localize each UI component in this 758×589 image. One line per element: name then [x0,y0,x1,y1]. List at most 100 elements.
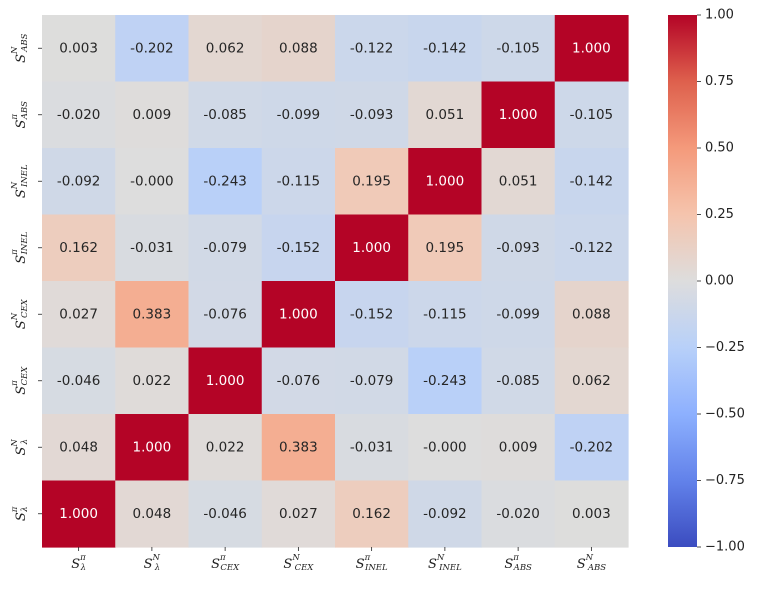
tick-label-base: S [14,189,29,198]
heatmap-cell [335,281,409,349]
tick-label-base: S [14,320,29,329]
cell-value-label: 0.048 [59,439,98,455]
heatmap-cell [261,15,336,83]
heatmap-cell [481,214,556,282]
cell-value-label: -0.000 [423,439,467,455]
heatmap-cell [115,214,190,282]
heatmap-cell [115,148,190,216]
heatmap-cell [481,281,556,349]
heatmap-cell [408,347,483,415]
cell-value-label: -0.152 [350,306,394,322]
x-tick-label: Sπ λ [71,553,86,573]
heatmap-cell [188,214,263,282]
heatmap-cell [261,81,336,149]
svg-text:Sπλ: Sπλ [71,553,86,573]
tick-label-base: S [14,386,29,395]
svg-text:Sπλ: Sπλ [10,506,30,521]
cell-value-label: -0.020 [496,506,540,522]
cell-value-label: 0.003 [59,40,98,56]
heatmap-cell [42,281,116,349]
tick-label-subscript: INEL [20,164,30,188]
cell-value-label: 1.000 [426,173,465,189]
cell-value-label: 0.027 [59,306,98,322]
heatmap-cell [408,414,483,482]
tick-label-subscript: CEX [295,563,315,573]
cell-value-label: -0.085 [203,107,247,123]
cell-value-label: -0.046 [203,506,247,522]
svg-text:SπCEX: SπCEX [10,366,30,395]
tick-label-superscript: π [10,114,20,121]
tick-label-subscript: CEX [220,563,240,573]
y-tick-label: SNλ [10,439,30,456]
cell-value-label: 0.009 [133,107,172,123]
heatmap-cell [42,81,116,149]
tick-label-subscript: ABS [20,33,30,52]
cell-value-label: 0.051 [426,107,465,123]
colorbar-tick-label: −0.25 [705,340,745,355]
cell-value-label: -0.093 [350,107,394,123]
svg-text:SNABS: SNABS [10,33,30,63]
cell-value-label: 0.195 [352,173,391,189]
heatmap-cell [115,81,190,149]
tick-label-superscript: π [10,506,20,513]
cell-value-label: -0.031 [350,439,394,455]
heatmap-cell [481,414,556,482]
y-tick-label: SπCEX [10,366,30,395]
heatmap-cells: 0.003 -0.202 0.062 0.088 -0.122 -0.142 -0.105 1… [42,15,629,548]
tick-label-subscript: INEL [438,563,462,573]
cell-value-label: 0.003 [572,506,611,522]
cell-value-label: -0.115 [277,173,321,189]
tick-label-base: S [144,557,153,572]
cell-value-label: -0.046 [57,373,101,389]
tick-label-superscript: N [10,312,20,321]
x-tick-label: SN ABS [577,553,607,573]
tick-label-subscript: λ [20,439,30,445]
heatmap-cell [261,148,336,216]
heatmap-cell [335,414,409,482]
tick-label-base: S [14,54,29,63]
heatmap-cell [335,480,409,548]
cell-value-label: -0.092 [423,506,467,522]
tick-label-subscript: ABS [20,101,30,120]
heatmap-cell [42,414,116,482]
cell-value-label: 1.000 [133,439,172,455]
svg-text:SNCEX: SNCEX [10,298,30,329]
tick-label-subscript: CEX [20,298,30,318]
cell-value-label: 0.062 [572,373,611,389]
heatmap-cell [115,347,190,415]
tick-label-superscript: N [291,553,300,563]
cell-value-label: -0.092 [57,173,101,189]
heatmap-cell [261,347,336,415]
heatmap-cell [554,81,629,149]
tick-label-subscript: λ [20,506,30,512]
heatmap-cell [335,214,409,282]
colorbar-tick-label: 1.00 [705,8,734,23]
heatmap-cell [188,281,263,349]
cell-value-label: -0.099 [496,306,540,322]
heatmap-cell [188,81,263,149]
tick-label-superscript: π [364,553,371,563]
tick-label-base: S [14,447,29,456]
heatmap-cell [554,15,629,83]
tick-label-subscript: λ [154,563,160,573]
cell-value-label: -0.031 [130,240,174,256]
heatmap-cell [554,148,629,216]
svg-text:SNABS: SNABS [577,553,607,573]
tick-label-subscript: λ [80,563,86,573]
svg-text:SπINEL: SπINEL [10,231,30,263]
cell-value-label: -0.122 [570,240,614,256]
heatmap-cell [188,148,263,216]
svg-text:SNINEL: SNINEL [10,164,30,198]
tick-label-superscript: π [512,553,519,563]
svg-text:SNλ: SNλ [144,553,161,573]
y-tick-label: SπABS [10,101,30,129]
cell-value-label: -0.020 [57,107,101,123]
colorbar-tick-label: −0.75 [705,473,745,488]
heatmap-cell [188,15,263,83]
tick-label-base: S [283,557,292,572]
svg-text:SNλ: SNλ [10,439,30,456]
heatmap-cell [42,347,116,415]
heatmap-cell [335,347,409,415]
